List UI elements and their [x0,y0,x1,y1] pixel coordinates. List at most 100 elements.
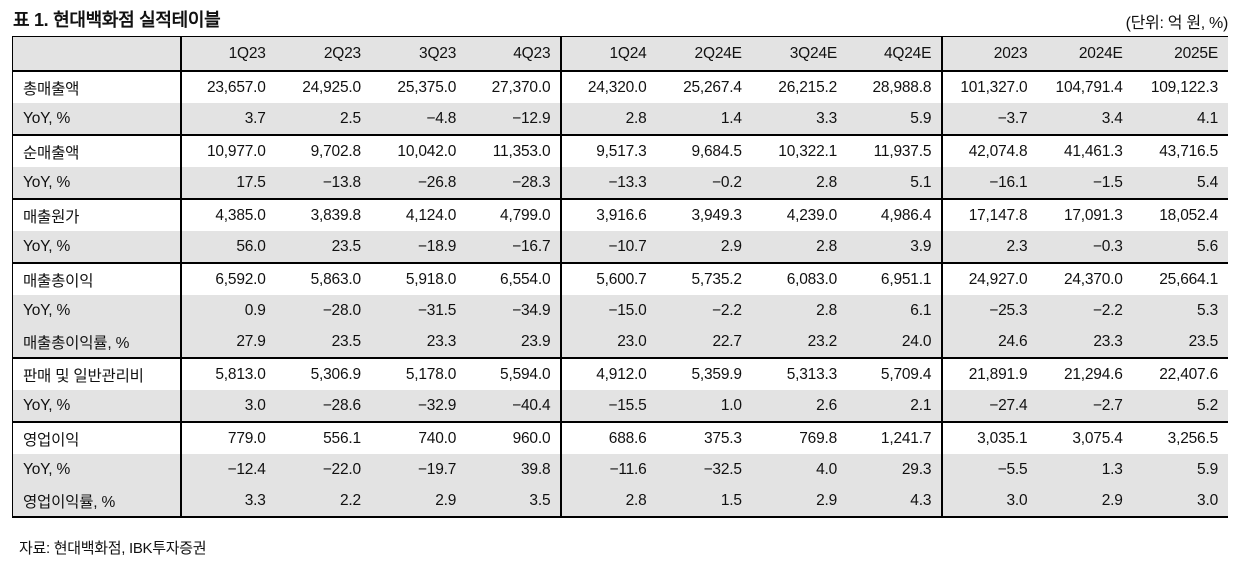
value-cell: 17,147.8 [942,198,1038,231]
value-cell: 10,042.0 [370,134,467,167]
value-cell: −31.5 [370,295,467,326]
value-cell: −16.7 [466,231,563,263]
table-row: YoY, % 17.5 −13.8 −26.8 −28.3 −13.3 −0.2 2.8 5.1… [12,167,1228,199]
value-cell: 22,407.6 [1132,357,1228,390]
value-cell: 3.0 [942,485,1038,517]
row-label: 총매출액 [12,70,182,103]
value-cell: 2.6 [751,390,848,422]
value-cell: 688.6 [561,421,657,454]
value-cell: 24.6 [942,326,1038,358]
value-cell: −11.6 [561,454,657,485]
value-cell: 5,735.2 [656,262,752,295]
value-cell: 23.5 [1132,326,1228,358]
earnings-table: 1Q23 2Q23 3Q23 4Q23 1Q24 2Q24E 3Q24E 4Q24E 2023 2… [12,36,1228,518]
value-cell: 5,600.7 [561,262,657,295]
value-cell: 24,320.0 [561,70,657,103]
value-cell: −3.7 [942,103,1038,135]
value-cell: 4.3 [847,485,944,517]
value-cell: 2.9 [370,485,467,517]
value-cell: −13.8 [275,167,371,199]
value-cell: 3.4 [1037,103,1133,135]
value-cell: 3,916.6 [561,198,657,231]
value-cell: 3.5 [466,485,563,517]
value-cell: −27.4 [942,390,1038,422]
value-cell: −40.4 [466,390,563,422]
value-cell: 2.1 [847,390,944,422]
source-note: 자료: 현대백화점, IBK투자증권 [19,540,207,557]
value-cell: 26,215.2 [751,70,848,103]
value-cell: 28,988.8 [847,70,944,103]
value-cell: 27.9 [180,326,276,358]
value-cell: 4,986.4 [847,198,944,231]
column-header: 4Q24E [847,36,944,72]
row-label: 매출총이익률, % [12,326,182,358]
value-cell: 5.1 [847,167,944,199]
value-cell: 4,799.0 [466,198,563,231]
value-cell: 375.3 [656,421,752,454]
value-cell: 25,664.1 [1132,262,1228,295]
value-cell: −4.8 [370,103,467,135]
value-cell: 4.0 [751,454,848,485]
column-header: 2024E [1037,36,1133,72]
value-cell: 4,239.0 [751,198,848,231]
value-cell: 5,594.0 [466,357,563,390]
row-label: 매출원가 [12,198,182,231]
value-cell: 5.9 [847,103,944,135]
value-cell: 2.8 [751,295,848,326]
corner-header [12,36,182,72]
table-row: 판매 및 일반관리비 5,813.0 5,306.9 5,178.0 5,594.0 4,… [12,357,1228,390]
value-cell: 23.3 [1037,326,1133,358]
value-cell: 23,657.0 [180,70,276,103]
value-cell: 1.4 [656,103,752,135]
value-cell: −25.3 [942,295,1038,326]
value-cell: 10,322.1 [751,134,848,167]
table-row: 매출원가 4,385.0 3,839.8 4,124.0 4,799.0 3,916.6 3… [12,198,1228,231]
value-cell: 3.3 [180,485,276,517]
value-cell: 18,052.4 [1132,198,1228,231]
value-cell: 23.5 [275,231,371,263]
row-label: YoY, % [12,295,182,326]
column-header: 4Q23 [466,36,563,72]
value-cell: −10.7 [561,231,657,263]
value-cell: 5,918.0 [370,262,467,295]
value-cell: 41,461.3 [1037,134,1133,167]
value-cell: 3.0 [180,390,276,422]
value-cell: 2.3 [942,231,1038,263]
value-cell: 1.0 [656,390,752,422]
value-cell: 24,370.0 [1037,262,1133,295]
value-cell: 5.3 [1132,295,1228,326]
row-label: 영업이익률, % [12,485,182,517]
value-cell: 23.3 [370,326,467,358]
value-cell: −0.3 [1037,231,1133,263]
value-cell: 21,294.6 [1037,357,1133,390]
table-row: 순매출액 10,977.0 9,702.8 10,042.0 11,353.0 9,517… [12,134,1228,167]
unit-label: (단위: 억 원, %) [1125,15,1229,32]
value-cell: 5.2 [1132,390,1228,422]
value-cell: 23.2 [751,326,848,358]
table-row: YoY, % 3.0 −28.6 −32.9 −40.4 −15.5 1.0 2.6 2.1 −2… [12,390,1228,422]
value-cell: 4,385.0 [180,198,276,231]
value-cell: −1.5 [1037,167,1133,199]
value-cell: 1,241.7 [847,421,944,454]
value-cell: 769.8 [751,421,848,454]
value-cell: 3,839.8 [275,198,371,231]
column-header: 2Q23 [275,36,371,72]
value-cell: 2.9 [1037,485,1133,517]
value-cell: 109,122.3 [1132,70,1228,103]
row-label: YoY, % [12,103,182,135]
row-label: 영업이익 [12,421,182,454]
value-cell: 2.8 [751,231,848,263]
value-cell: −26.8 [370,167,467,199]
value-cell: 556.1 [275,421,371,454]
value-cell: −13.3 [561,167,657,199]
row-label: 판매 및 일반관리비 [12,357,182,390]
value-cell: 9,702.8 [275,134,371,167]
value-cell: −15.0 [561,295,657,326]
value-cell: 11,937.5 [847,134,944,167]
table-row: 매출총이익률, % 27.9 23.5 23.3 23.9 23.0 22.7 23.2 24.… [12,326,1228,358]
value-cell: 29.3 [847,454,944,485]
value-cell: 2.9 [751,485,848,517]
value-cell: 22.7 [656,326,752,358]
value-cell: 104,791.4 [1037,70,1133,103]
value-cell: 5.9 [1132,454,1228,485]
